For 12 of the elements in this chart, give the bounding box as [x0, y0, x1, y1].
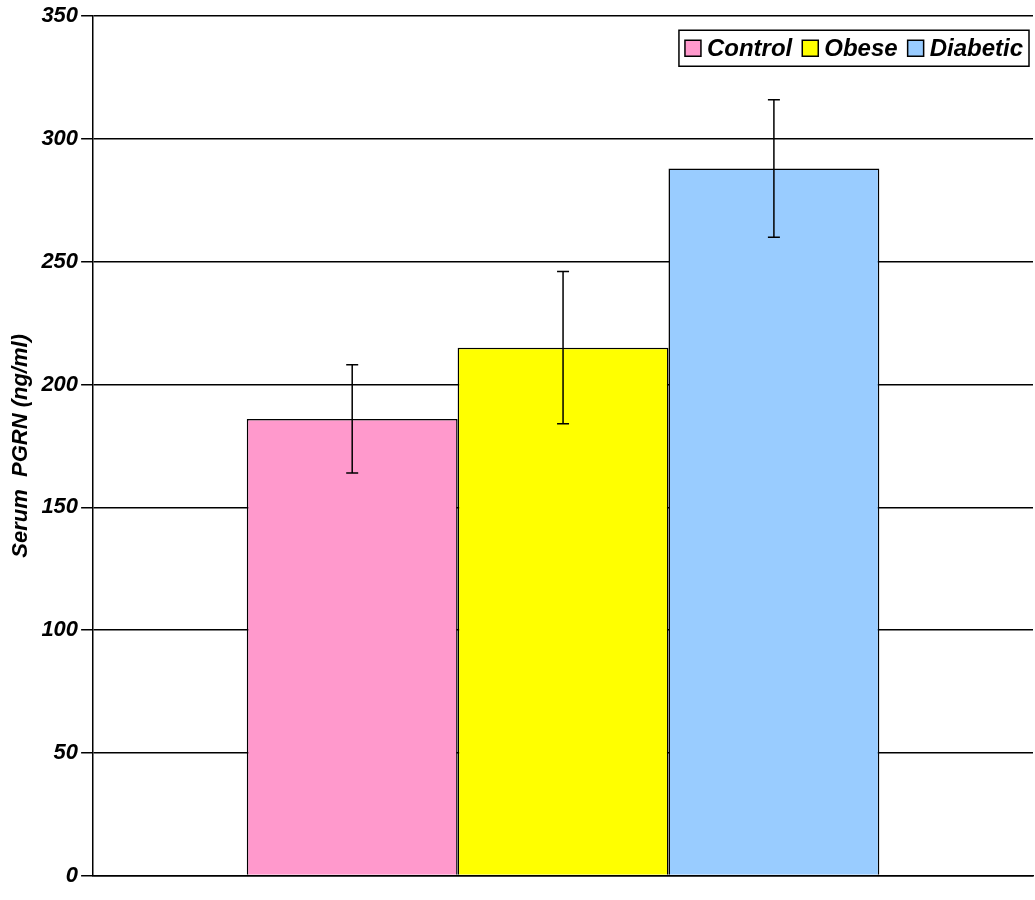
- y-tick-label: 250: [40, 247, 79, 273]
- legend-label: Diabetic: [929, 33, 1024, 61]
- legend-label: Control: [706, 33, 794, 61]
- y-tick-label: 200: [40, 370, 79, 396]
- legend-label: Obese: [824, 33, 898, 61]
- y-tick-label: 0: [65, 861, 79, 887]
- y-tick-label: 150: [41, 493, 79, 519]
- y-tick-label: 100: [41, 616, 79, 642]
- y-axis-title: Serum PGRN (ng/ml): [7, 334, 33, 558]
- y-tick-label: 300: [41, 125, 79, 151]
- y-tick-label: 350: [41, 2, 79, 28]
- y-tick-label: 50: [53, 738, 79, 764]
